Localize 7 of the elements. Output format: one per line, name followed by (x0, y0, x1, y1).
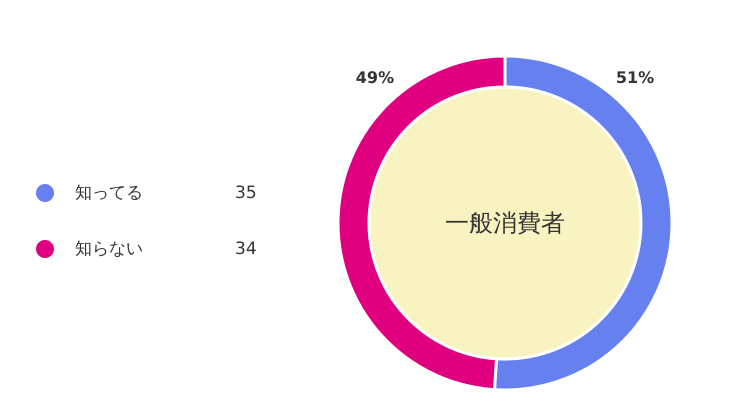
data-label: 51% (616, 68, 654, 88)
text: 35 (235, 183, 257, 203)
text: 一般消費者 (445, 209, 565, 237)
legend-label: 知らない (75, 239, 143, 259)
text: 34 (235, 239, 257, 259)
data-label: 49% (356, 68, 394, 88)
legend-label: 知ってる (75, 183, 143, 203)
